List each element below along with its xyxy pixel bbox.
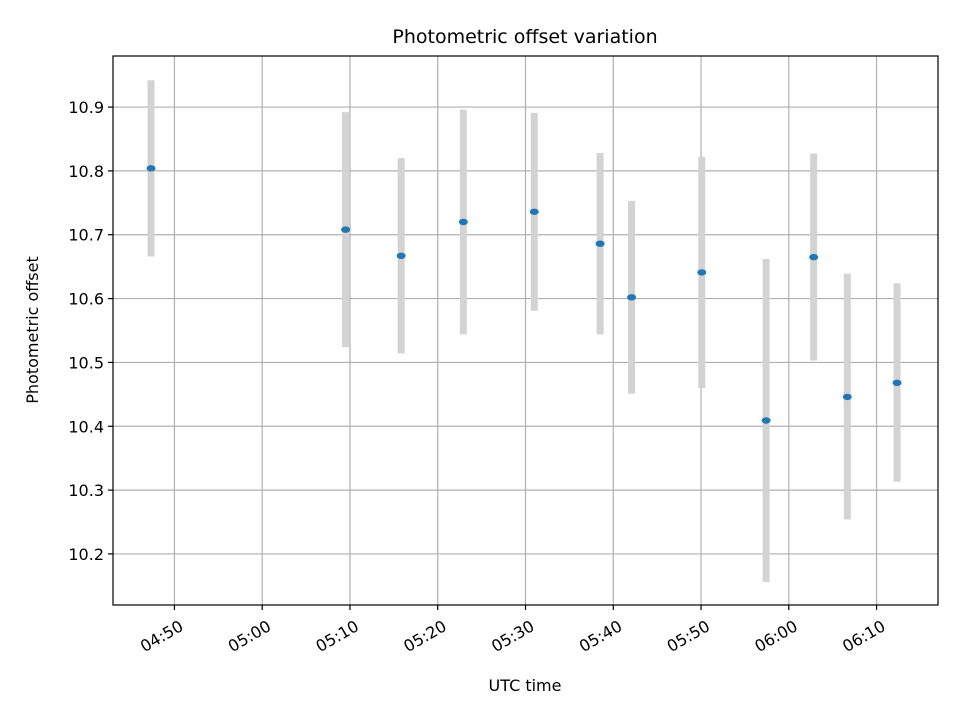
data-point xyxy=(892,379,902,387)
data-point xyxy=(595,240,605,247)
data-point xyxy=(529,208,539,215)
data-point xyxy=(697,269,707,276)
chart-title: Photometric offset variation xyxy=(392,26,657,48)
y-tick-label: 10.9 xyxy=(68,98,104,117)
data-point xyxy=(842,393,852,401)
data-point xyxy=(458,218,468,226)
data-point xyxy=(761,417,771,424)
y-tick-label: 10.8 xyxy=(68,162,104,181)
data-point xyxy=(627,294,637,301)
y-tick-label: 10.5 xyxy=(68,353,104,372)
data-point xyxy=(396,252,406,260)
y-tick-label: 10.3 xyxy=(68,481,104,500)
x-axis-label: UTC time xyxy=(489,676,562,695)
data-point xyxy=(809,253,819,261)
y-axis-label: Photometric offset xyxy=(23,256,42,404)
y-tick-label: 10.4 xyxy=(68,417,104,436)
data-point xyxy=(146,165,156,172)
data-point xyxy=(341,226,351,233)
point-layer xyxy=(146,165,902,424)
y-tick-label: 10.7 xyxy=(68,226,104,245)
y-tick-label: 10.2 xyxy=(68,545,104,564)
y-tick-label: 10.6 xyxy=(68,290,104,309)
